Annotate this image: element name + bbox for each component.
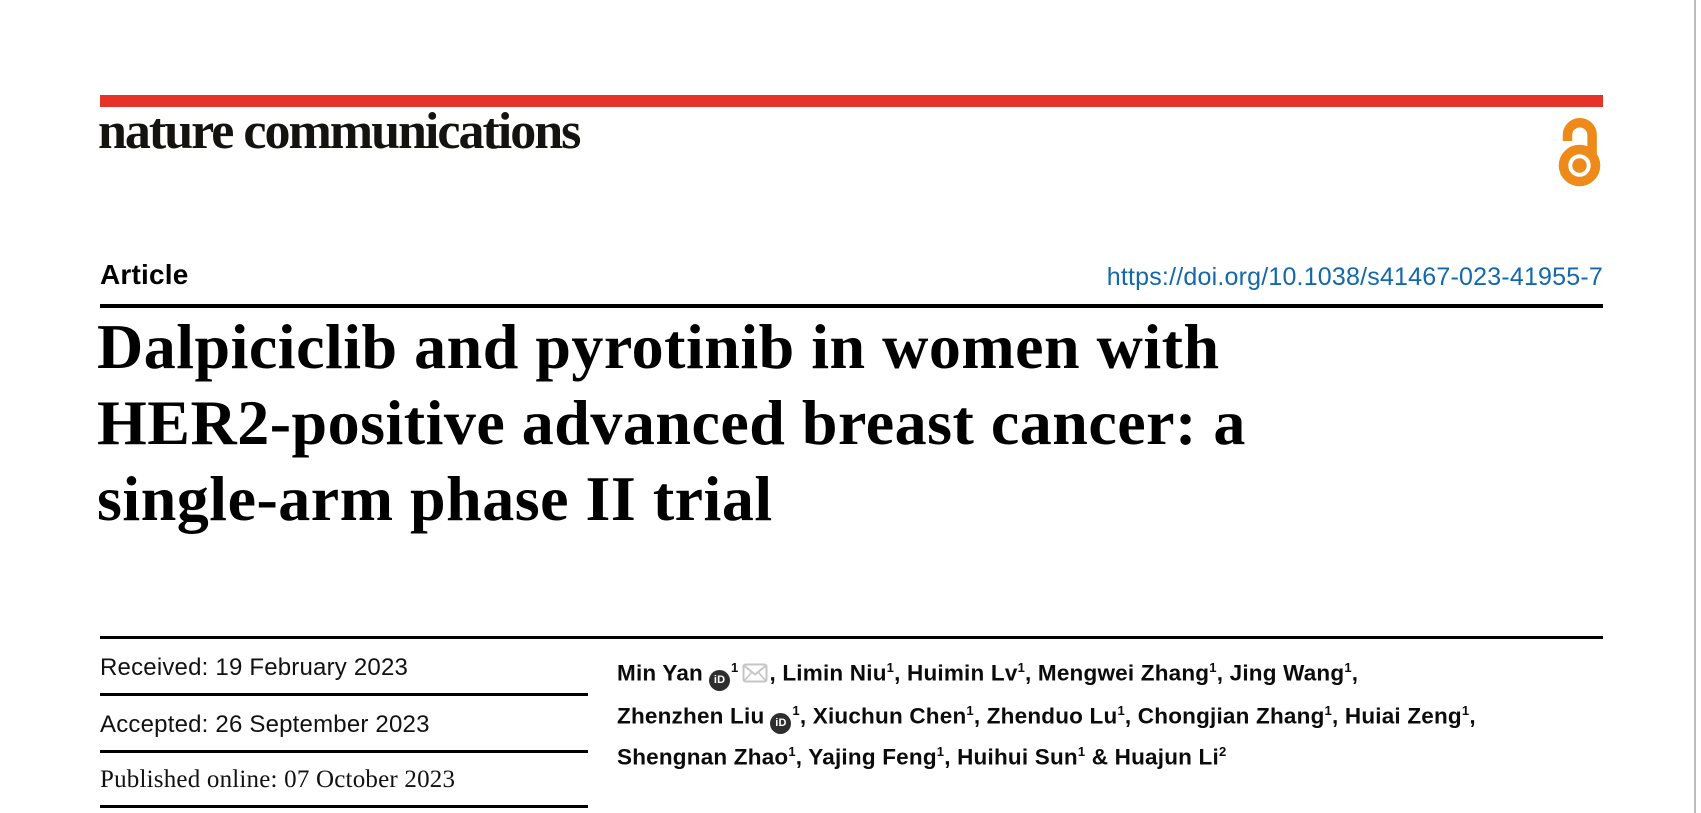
author-separator: , xyxy=(799,703,813,729)
author-separator: , xyxy=(973,703,987,729)
email-icon[interactable] xyxy=(742,658,768,694)
author-separator: , xyxy=(1216,660,1230,686)
affiliation-superscript: 1 xyxy=(1209,660,1217,675)
author-name: Huihui Sun xyxy=(957,744,1078,770)
author-separator: , xyxy=(1124,703,1138,729)
author-separator: , xyxy=(1025,660,1038,686)
date-divider xyxy=(100,805,588,808)
affiliation-superscript: 1 xyxy=(936,744,945,759)
author-name: Limin Niu xyxy=(782,660,887,686)
affiliation-superscript: 1 xyxy=(966,703,974,718)
affiliation-superscript: 1 xyxy=(1324,703,1332,718)
article-type-label: Article xyxy=(100,259,189,290)
author-name: Mengwei Zhang xyxy=(1037,660,1210,686)
author-name: Huajun Li xyxy=(1114,744,1219,770)
author-name: Zhenduo Lu xyxy=(986,703,1118,729)
author-separator: , xyxy=(894,660,907,686)
affiliation-superscript: 1 xyxy=(1344,660,1352,675)
author-separator: , xyxy=(769,660,783,686)
title-line: single-arm phase II trial xyxy=(97,463,773,534)
author-separator: , xyxy=(1469,703,1476,729)
affiliation-superscript: 1 xyxy=(886,660,895,675)
doi-link[interactable]: https://doi.org/10.1038/s41467-023-41955… xyxy=(1106,263,1603,291)
journal-logo: nature communications xyxy=(98,103,581,160)
affiliation-superscript: 2 xyxy=(1218,744,1227,759)
affiliation-superscript: 1 xyxy=(792,703,800,718)
author-name: Yajing Feng xyxy=(808,744,937,770)
title-line: Dalpiciclib and pyrotinib in women with xyxy=(97,311,1220,382)
author-name: Huimin Lv xyxy=(907,660,1018,686)
accepted-date: Accepted: 26 September 2023 xyxy=(100,711,430,738)
orcid-icon[interactable]: iD xyxy=(709,669,731,691)
affiliation-superscript: 1 xyxy=(788,744,796,759)
page-edge-divider xyxy=(1694,0,1696,813)
author-separator: & xyxy=(1085,744,1115,770)
author-separator: , xyxy=(944,744,958,770)
author-name: Min Yan xyxy=(617,660,704,686)
affiliation-superscript: 1 xyxy=(1461,703,1470,718)
author-name: Chongjian Zhang xyxy=(1137,703,1325,729)
orcid-icon[interactable]: iD xyxy=(770,712,792,734)
affiliation-superscript: 1 xyxy=(1117,703,1125,718)
author-separator: , xyxy=(1351,660,1359,686)
published-online-date: Published online: 07 October 2023 xyxy=(100,766,456,793)
author-name: Shengnan Zhao xyxy=(617,744,789,770)
author-list: Min Yan iD1, Limin Niu1, Huimin Lv1, Meng… xyxy=(617,650,1677,775)
header-separator-rule xyxy=(100,636,1603,639)
date-divider xyxy=(100,750,588,753)
received-date: Received: 19 February 2023 xyxy=(100,654,409,681)
affiliation-superscript: 1 xyxy=(1077,744,1086,759)
masthead-rule xyxy=(100,95,1603,107)
title-line: HER2-positive advanced breast cancer: a xyxy=(97,387,1246,458)
author-name: Jing Wang xyxy=(1229,660,1345,686)
title-top-rule xyxy=(100,304,1603,308)
date-divider xyxy=(100,693,588,696)
open-access-icon xyxy=(1558,117,1601,187)
author-name: Xiuchun Chen xyxy=(812,703,967,729)
author-name: Zhenzhen Liu xyxy=(617,703,765,729)
affiliation-superscript: 1 xyxy=(1017,660,1025,675)
article-title: Dalpiciclib and pyrotinib in women with … xyxy=(97,309,1547,537)
affiliation-superscript: 1 xyxy=(731,660,739,675)
author-name: Huiai Zeng xyxy=(1344,703,1462,729)
author-separator: , xyxy=(795,744,809,770)
author-separator: , xyxy=(1331,703,1345,729)
